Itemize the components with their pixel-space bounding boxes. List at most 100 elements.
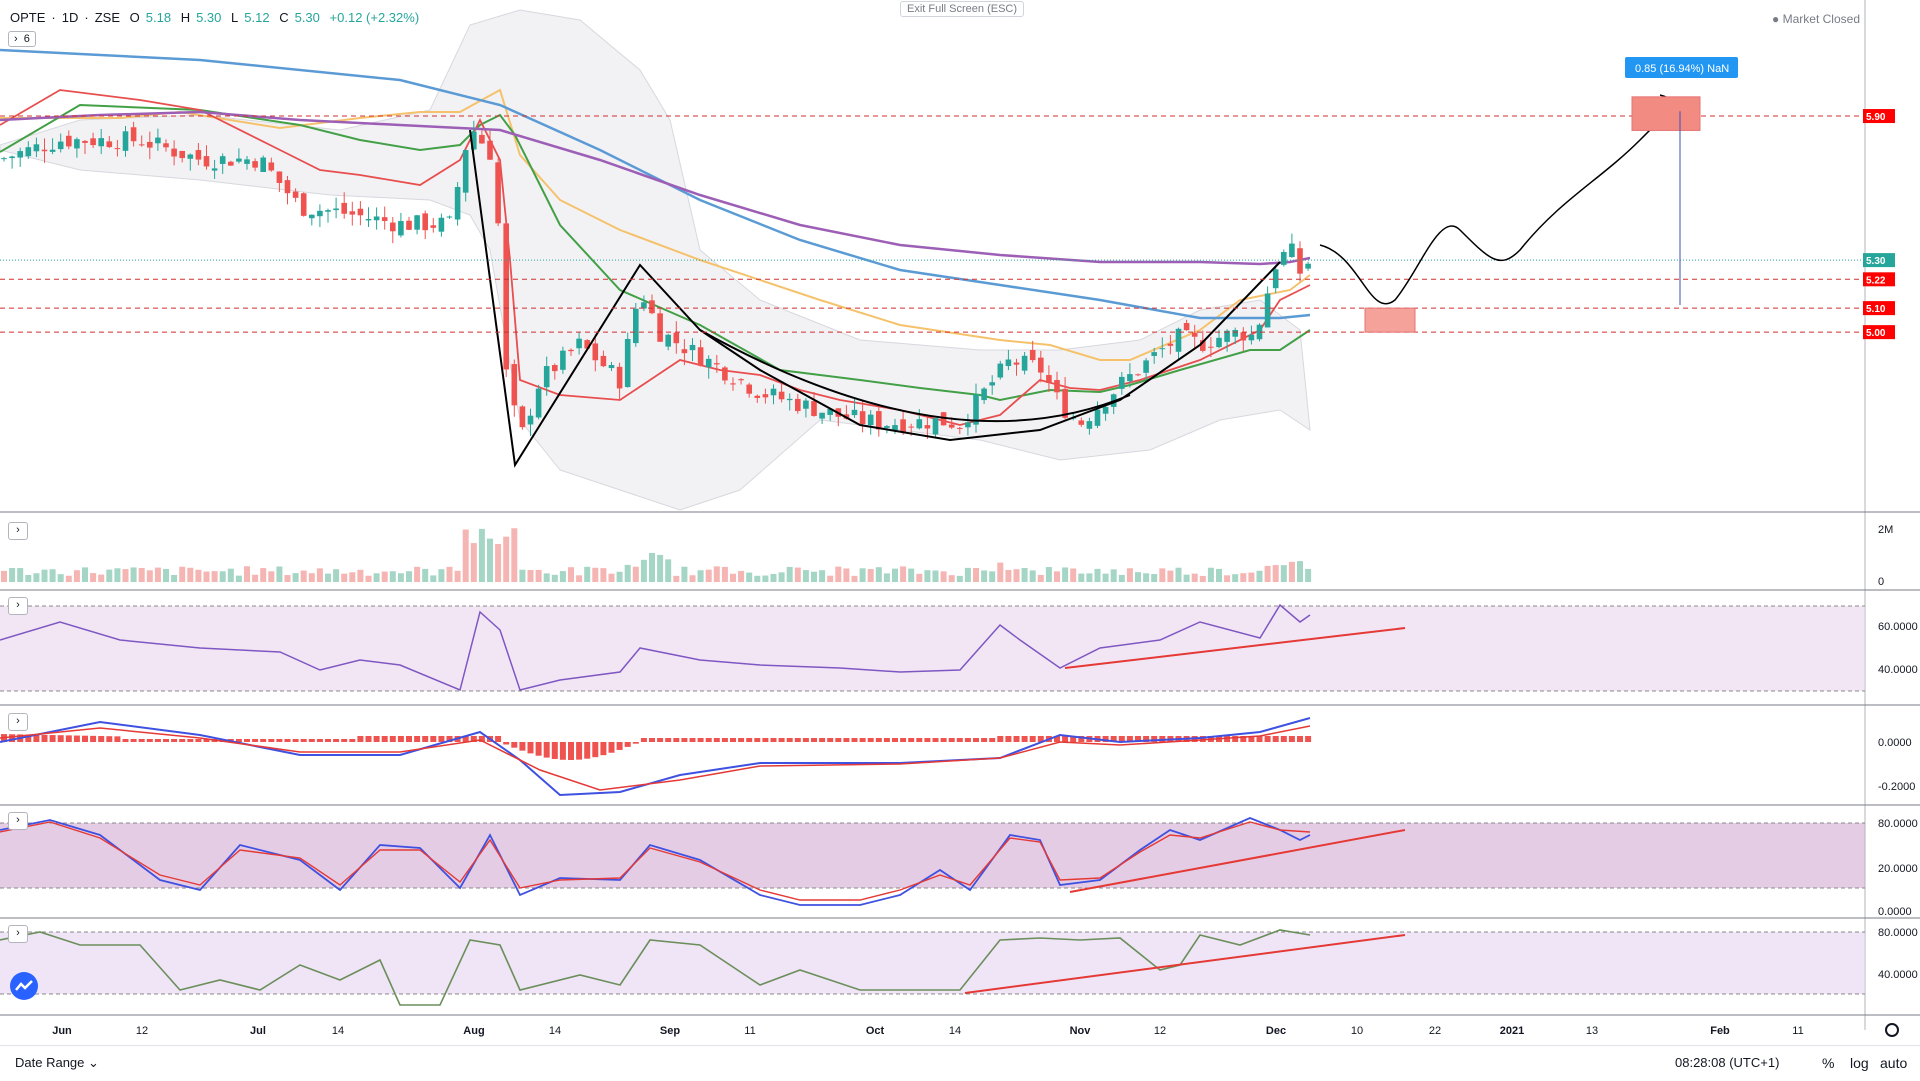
volume-bar	[82, 567, 88, 582]
stochrsi-axis-label: 80.0000	[1878, 927, 1918, 939]
macd-bar	[811, 738, 817, 742]
candle-body	[438, 217, 445, 232]
macd-bar	[924, 738, 931, 742]
volume-bar	[122, 569, 129, 582]
date-range-button[interactable]: Date Range ⌄	[15, 1055, 99, 1071]
macd-bar	[754, 738, 761, 742]
candle-body	[1094, 409, 1101, 426]
volume-bar	[17, 568, 24, 582]
volume-bar	[1045, 567, 1052, 582]
indicators-toggle[interactable]: › 6	[8, 31, 36, 47]
macd-bar	[843, 738, 850, 742]
chart-canvas[interactable]: 5.90 5.30 5.22 5.10 5.00 0.85 (16.94%) NaN 2M 0…	[0, 0, 1920, 1045]
sma-blue-line	[0, 48, 1311, 320]
candle-body	[1005, 359, 1012, 367]
candle-body	[1127, 374, 1133, 382]
volume-bar	[673, 575, 680, 582]
candle-body	[1256, 324, 1263, 340]
candle-body	[657, 313, 663, 342]
candle-body	[1, 158, 7, 160]
candle-body	[260, 157, 266, 172]
volume-bar	[527, 569, 534, 582]
volume-bar	[235, 575, 242, 582]
macd-bar	[673, 738, 680, 742]
macd-bar	[665, 738, 672, 742]
time-axis-label: Dec	[1266, 1025, 1286, 1037]
tradingview-logo-icon[interactable]	[10, 972, 38, 1000]
volume-bar	[503, 536, 510, 582]
macd-bar	[543, 742, 550, 758]
macd-bar	[1264, 736, 1271, 742]
macd-bar	[9, 734, 16, 742]
macd-bar	[1248, 736, 1255, 742]
candle-body	[673, 332, 680, 344]
macd-histogram	[1, 734, 1312, 760]
macd-pane-toggle[interactable]: ›	[8, 713, 28, 731]
symbol-name[interactable]: OPTE	[10, 10, 46, 25]
time-axis-label: 14	[549, 1025, 561, 1037]
macd-bar	[154, 739, 161, 742]
log-scale-button[interactable]: log	[1850, 1055, 1869, 1071]
volume-bar	[1240, 573, 1247, 582]
macd-bar	[478, 736, 485, 742]
close-value: 5.30	[294, 10, 320, 25]
candle-body	[390, 222, 396, 232]
candle-body	[608, 365, 615, 369]
macd-bar	[697, 738, 704, 742]
volume-pane-toggle[interactable]: ›	[8, 522, 28, 540]
auto-scale-button[interactable]: auto	[1880, 1055, 1908, 1071]
candle-body	[908, 426, 914, 428]
stoch-pane-toggle[interactable]: ›	[8, 812, 28, 830]
macd-bar	[406, 736, 412, 742]
volume-bar	[956, 575, 963, 582]
volume-bar	[762, 575, 769, 582]
volume-bar	[835, 566, 842, 582]
clock-display[interactable]: 08:28:08 (UTC+1)	[1675, 1055, 1780, 1070]
volume-bar	[211, 571, 218, 582]
volume-bar	[754, 575, 761, 582]
volume-bar	[940, 571, 947, 582]
exit-fullscreen-button[interactable]: Exit Full Screen (ESC)	[900, 1, 1025, 17]
time-axis-label: Jul	[250, 1025, 266, 1037]
macd-bar	[632, 742, 639, 744]
candle-body	[187, 154, 194, 159]
date-range-label: Date Range	[15, 1055, 85, 1070]
volume-bar	[819, 570, 826, 582]
candle-body	[1013, 362, 1020, 365]
candle-body	[1159, 348, 1166, 350]
candle-body	[932, 418, 939, 435]
macd-bar	[1280, 736, 1287, 742]
volume-bar	[1280, 565, 1287, 582]
measure-label-text: 0.85 (16.94%) NaN	[1635, 63, 1729, 75]
candle-body	[1054, 380, 1060, 393]
macd-bar	[1078, 736, 1085, 742]
time-axis-label: 14	[949, 1025, 961, 1037]
candle-body	[827, 408, 833, 415]
volume-bar	[430, 575, 437, 582]
macd-bar	[57, 735, 64, 742]
percent-scale-button[interactable]: %	[1822, 1055, 1835, 1071]
time-axis-label: 12	[1154, 1025, 1166, 1037]
market-status: ● Market Closed	[1772, 12, 1860, 26]
rsi-pane-toggle[interactable]: ›	[8, 597, 28, 615]
volume-bar	[219, 571, 226, 582]
macd-bar	[1021, 736, 1028, 742]
volume-bar	[908, 568, 915, 582]
macd-bar	[268, 739, 275, 742]
volume-bar	[57, 574, 64, 582]
macd-bar	[244, 739, 250, 742]
macd-bar	[1143, 736, 1150, 742]
volume-bar	[252, 574, 259, 582]
stochrsi-pane-toggle[interactable]: ›	[8, 925, 28, 943]
macd-bar	[721, 738, 728, 742]
stoch-axis-label: 0.0000	[1878, 906, 1912, 918]
macd-bar	[73, 735, 80, 742]
candle-body	[503, 223, 509, 370]
interval-label[interactable]: 1D	[61, 10, 79, 25]
macd-bar	[146, 739, 153, 742]
candle-body	[989, 382, 995, 386]
macd-bar	[1029, 736, 1036, 742]
macd-bar	[495, 736, 502, 742]
candle-body	[576, 338, 582, 349]
close-label: C	[279, 10, 289, 25]
